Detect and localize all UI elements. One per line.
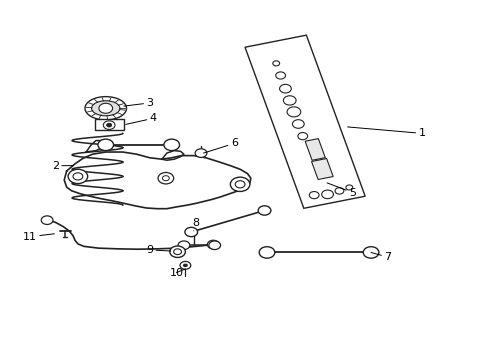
Circle shape	[322, 190, 333, 199]
Text: 11: 11	[23, 232, 54, 242]
Text: 5: 5	[327, 183, 356, 198]
Circle shape	[195, 149, 207, 157]
Circle shape	[230, 177, 250, 192]
Circle shape	[180, 261, 191, 269]
Circle shape	[98, 139, 114, 150]
Circle shape	[363, 247, 379, 258]
Circle shape	[41, 216, 53, 225]
Bar	[95, 120, 124, 130]
Circle shape	[73, 173, 83, 180]
Circle shape	[162, 176, 169, 181]
Circle shape	[185, 227, 197, 237]
Circle shape	[68, 169, 88, 184]
Circle shape	[209, 241, 221, 249]
Circle shape	[293, 120, 304, 128]
Circle shape	[164, 139, 179, 150]
Text: 4: 4	[126, 113, 157, 125]
Circle shape	[183, 264, 188, 267]
Circle shape	[283, 96, 296, 105]
Text: 6: 6	[203, 139, 238, 153]
Circle shape	[173, 249, 181, 255]
Text: 8: 8	[193, 218, 200, 231]
Text: 7: 7	[371, 252, 391, 262]
Circle shape	[287, 107, 301, 117]
Circle shape	[235, 181, 245, 188]
Circle shape	[276, 72, 286, 79]
Circle shape	[335, 188, 344, 194]
Circle shape	[298, 132, 308, 140]
Text: 9: 9	[146, 245, 171, 255]
Bar	[305, 139, 325, 160]
Circle shape	[280, 84, 291, 93]
Circle shape	[178, 241, 190, 249]
Bar	[245, 35, 365, 208]
Text: 3: 3	[124, 98, 153, 108]
Circle shape	[273, 61, 280, 66]
Ellipse shape	[85, 96, 126, 120]
Circle shape	[107, 123, 112, 127]
Circle shape	[99, 103, 113, 113]
Bar	[312, 158, 333, 180]
Text: 10: 10	[170, 267, 185, 278]
Text: 1: 1	[347, 127, 425, 138]
Circle shape	[170, 246, 185, 257]
Text: 2: 2	[52, 161, 73, 171]
Ellipse shape	[92, 101, 120, 116]
Circle shape	[346, 185, 353, 190]
Circle shape	[309, 192, 319, 199]
Circle shape	[158, 172, 173, 184]
Circle shape	[258, 206, 271, 215]
Circle shape	[207, 240, 219, 249]
Circle shape	[259, 247, 275, 258]
Circle shape	[103, 121, 115, 130]
